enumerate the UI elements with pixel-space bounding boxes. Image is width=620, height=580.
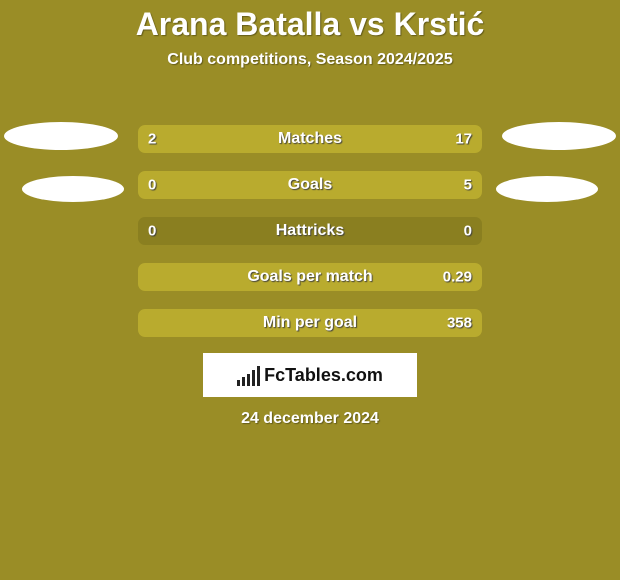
stat-value-right: 17 — [455, 131, 472, 148]
stat-value-left: 0 — [148, 223, 156, 240]
logo-bar-icon — [237, 380, 240, 386]
logo-bar-icon — [247, 374, 250, 386]
stat-label: Min per goal — [138, 314, 482, 332]
stat-value-right: 0 — [464, 223, 472, 240]
stat-label: Goals per match — [138, 268, 482, 286]
right-team-badge — [496, 176, 598, 202]
subtitle: Club competitions, Season 2024/2025 — [0, 51, 620, 69]
stat-bars: Matches217Goals05Hattricks00Goals per ma… — [138, 125, 482, 337]
stat-bar: Goals per match0.29 — [138, 263, 482, 291]
stat-value-left: 0 — [148, 177, 156, 194]
stat-label: Hattricks — [138, 222, 482, 240]
stat-value-right: 358 — [447, 315, 472, 332]
stat-bar: Min per goal358 — [138, 309, 482, 337]
left-team-badges — [4, 122, 124, 202]
comparison-card: Arana Batalla vs Krstić Club competition… — [0, 0, 620, 580]
logo-bars-icon — [237, 364, 260, 386]
logo-bar-icon — [257, 366, 260, 386]
right-team-badges — [496, 122, 616, 202]
stat-bar: Matches2 17 — [138, 125, 482, 153]
right-team-badge — [502, 122, 616, 150]
left-team-badge — [4, 122, 118, 150]
stat-label: Goals — [138, 176, 482, 194]
stat-label: Matches — [138, 130, 482, 148]
left-team-badge — [22, 176, 124, 202]
stat-value-right: 5 — [464, 177, 472, 194]
site-logo: FcTables.com — [203, 353, 417, 397]
stat-value-left: 2 — [148, 131, 156, 148]
date-label: 24 december 2024 — [0, 410, 620, 428]
stat-value-right: 0.29 — [443, 269, 472, 286]
logo-text: FcTables.com — [264, 365, 383, 386]
logo-bar-icon — [242, 377, 245, 386]
page-title: Arana Batalla vs Krstić — [0, 0, 620, 43]
logo-bar-icon — [252, 370, 255, 386]
stat-bar: Hattricks0 0 — [138, 217, 482, 245]
stat-bar: Goals0 5 — [138, 171, 482, 199]
